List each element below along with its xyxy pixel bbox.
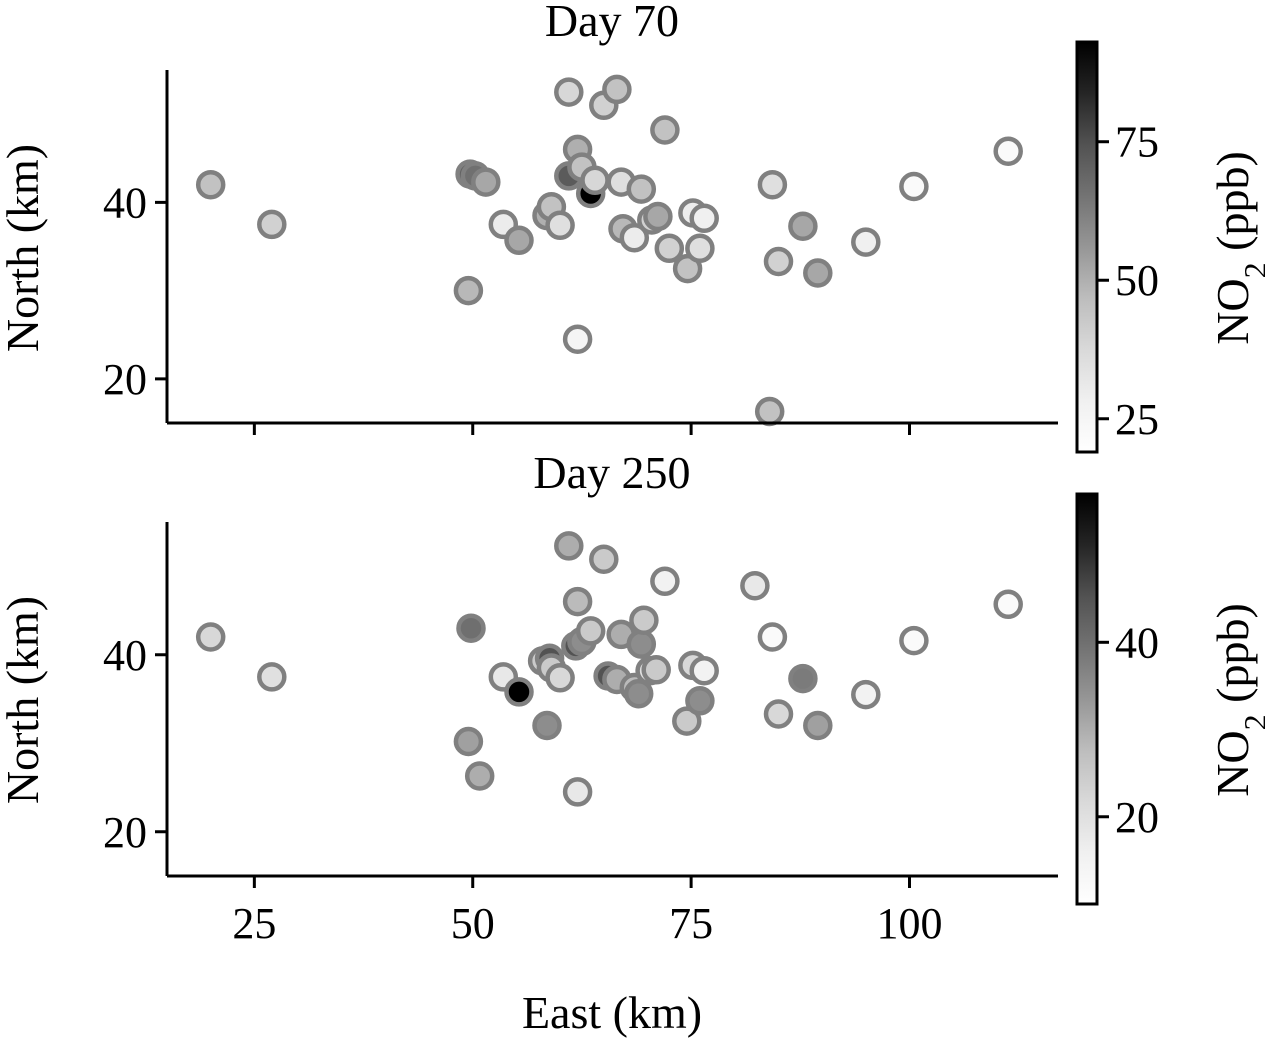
scatter-point <box>788 211 818 241</box>
scatter-point <box>672 706 702 736</box>
x-tick-label: 100 <box>877 899 943 948</box>
scatter-point <box>195 622 226 652</box>
scatter-point <box>641 655 671 685</box>
scatter-point <box>899 625 929 656</box>
scatter-point <box>757 622 788 652</box>
y-tick-label: 20 <box>103 808 147 857</box>
scatter-point <box>650 566 680 597</box>
scatter-point <box>562 777 593 807</box>
scatter-point <box>545 663 575 693</box>
points-layer <box>195 74 1023 427</box>
x-ticks <box>252 423 911 435</box>
y-axis-label: North (km) <box>0 144 48 352</box>
colorbar: 25 50 75 NO2 (ppb) <box>1075 40 1265 454</box>
y-tick-label: 20 <box>103 355 147 404</box>
y-tick-label: 40 <box>103 631 147 680</box>
scatter-point <box>763 699 794 729</box>
scatter-point <box>685 233 715 264</box>
colorbar-label: NO2 (ppb) <box>1207 151 1265 345</box>
colorbar-tick-label: 50 <box>1115 256 1159 305</box>
scatter-point <box>650 115 680 145</box>
scatter-point <box>504 225 534 256</box>
scatter-point <box>993 589 1023 620</box>
scatter-point <box>689 203 719 234</box>
points-layer <box>195 531 1023 807</box>
colorbar-tick-label: 40 <box>1115 618 1159 667</box>
scatter-point <box>626 174 657 204</box>
scatter-point <box>757 169 788 200</box>
colorbar-tick-label: 75 <box>1115 118 1159 167</box>
scatter-point <box>689 655 719 686</box>
scatter-point <box>623 678 654 709</box>
colorbar-gradient <box>1075 492 1099 906</box>
scatter-point <box>740 570 770 601</box>
scatter-point <box>532 710 562 741</box>
scatter-point <box>763 246 794 277</box>
scatter-point <box>619 222 650 253</box>
scatter-point <box>899 171 929 202</box>
scatter-point <box>602 74 632 105</box>
scatter-point <box>453 726 484 757</box>
colorbar-gradient <box>1075 40 1099 454</box>
x-tick-label: 25 <box>232 899 276 948</box>
x-ticks: 25 50 75 100 <box>232 876 943 948</box>
scatter-point <box>643 201 673 232</box>
scatter-point <box>257 209 287 240</box>
colorbar-tick-label: 25 <box>1115 395 1159 444</box>
scatter-point <box>851 679 881 710</box>
scatter-point <box>562 586 593 617</box>
scatter-point <box>554 77 584 107</box>
scatter-point <box>803 710 833 741</box>
scatter-point <box>626 629 657 659</box>
scatter-point <box>580 165 610 196</box>
scatter-point <box>504 677 534 707</box>
panel-title: Day 70 <box>545 0 679 46</box>
scatter-point <box>575 616 606 646</box>
scatter-point <box>471 167 501 197</box>
scatter-point <box>685 686 715 716</box>
scatter-point <box>562 324 593 354</box>
scatter-point <box>554 531 584 561</box>
x-tick-label: 75 <box>669 899 713 948</box>
scatter-point <box>456 613 486 643</box>
scatter-point <box>788 663 818 694</box>
colorbar-tick-label: 20 <box>1115 793 1159 842</box>
scatter-point <box>545 210 575 241</box>
scatter-point <box>257 662 287 692</box>
x-tick-label: 50 <box>451 899 495 948</box>
colorbar-label: NO2 (ppb) <box>1207 603 1265 797</box>
scatter-point <box>754 396 785 427</box>
scatter-point <box>803 258 833 288</box>
scatter-point <box>195 169 226 200</box>
scatter-point <box>589 544 619 574</box>
x-axis-label: East (km) <box>522 987 702 1038</box>
y-axis-label: North (km) <box>0 596 48 804</box>
scatter-point <box>629 605 659 635</box>
colorbar-ticks: 25 50 75 <box>1097 118 1159 444</box>
panel-title: Day 250 <box>533 447 690 498</box>
scatter-point <box>464 761 495 791</box>
scatter-point <box>654 233 685 264</box>
scatter-point <box>453 275 484 306</box>
y-tick-label: 40 <box>103 178 147 227</box>
scatter-point <box>993 136 1023 166</box>
scatter-point <box>851 227 881 257</box>
